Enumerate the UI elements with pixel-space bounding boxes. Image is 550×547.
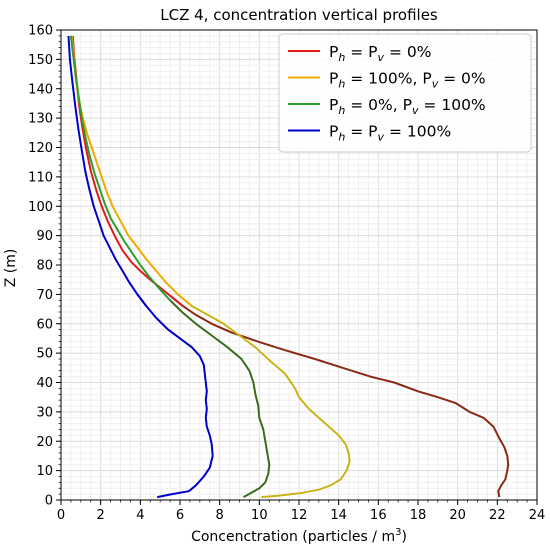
x-tick-label: 10 (251, 508, 268, 523)
series-line-4-lower (136, 293, 214, 499)
y-tick-label: 50 (36, 347, 53, 362)
x-tick-label: 8 (216, 508, 224, 523)
x-tick-label: 6 (176, 508, 184, 523)
x-tick-label: 14 (330, 508, 347, 523)
series-line-3 (69, 35, 171, 301)
y-tick-label: 60 (36, 317, 53, 332)
x-tick-label: 24 (529, 508, 546, 523)
y-tick-label: 70 (36, 288, 53, 303)
y-tick-label: 90 (36, 229, 53, 244)
x-tick-label: 18 (410, 508, 427, 523)
y-tick-label: 10 (36, 464, 53, 479)
legend-label: Ph = Pv = 100% (329, 123, 451, 144)
x-tick-label: 20 (449, 508, 466, 523)
y-tick-label: 30 (36, 405, 53, 420)
x-tick-label: 2 (97, 508, 105, 523)
y-tick-label: 150 (28, 53, 53, 68)
series-line-3-lower (169, 299, 271, 498)
x-tick-label: 0 (57, 508, 65, 523)
y-tick-label: 80 (36, 259, 53, 274)
legend: Ph = Pv = 0% Ph = 100%, Pv = 0% Ph = 0%, P… (278, 33, 532, 153)
legend-box (278, 33, 532, 153)
series-line-2-lower (177, 293, 351, 499)
y-tick-label: 130 (28, 112, 53, 127)
series-layer (67, 35, 510, 499)
y-tick-label: 40 (36, 376, 53, 391)
y-tick-label: 100 (28, 200, 53, 215)
y-tick-label: 160 (28, 24, 53, 39)
legend-label: Ph = 100%, Pv = 0% (329, 70, 486, 91)
chart-title: LCZ 4, concentration vertical profiles (160, 6, 438, 24)
y-tick-label: 20 (36, 435, 53, 450)
series-line-4 (67, 35, 148, 307)
x-tick-label: 4 (136, 508, 144, 523)
y-axis-label: Z (m) (3, 249, 19, 288)
y-tick-label: 140 (28, 82, 53, 97)
y-tick-label: 120 (28, 141, 53, 156)
axis-ticks: 0 2 4 6 8 10 12 14 16 18 20 22 240102030405060708090… (28, 24, 545, 524)
legend-label: Ph = Pv = 0% (329, 43, 432, 64)
y-tick-label: 0 (45, 494, 53, 509)
y-tick-label: 110 (28, 170, 53, 185)
legend-label: Ph = 0%, Pv = 100% (329, 96, 486, 117)
x-tick-label: 12 (291, 508, 308, 523)
x-tick-label: 16 (370, 508, 387, 523)
x-tick-label: 22 (489, 508, 506, 523)
x-axis-label: Concenctration (particles / m3) (191, 527, 407, 545)
